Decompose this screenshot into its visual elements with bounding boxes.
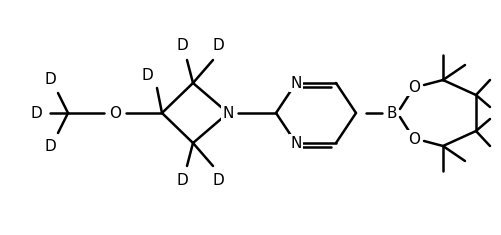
Text: N: N <box>290 136 302 150</box>
Text: D: D <box>176 38 188 53</box>
Text: B: B <box>387 106 397 121</box>
Text: N: N <box>290 75 302 90</box>
Text: O: O <box>408 79 420 94</box>
Text: D: D <box>176 173 188 188</box>
Text: D: D <box>212 173 224 188</box>
Text: D: D <box>212 38 224 53</box>
Text: D: D <box>44 139 56 154</box>
Text: D: D <box>30 106 42 121</box>
Text: D: D <box>44 72 56 87</box>
Text: N: N <box>222 106 233 121</box>
Text: O: O <box>408 132 420 146</box>
Text: O: O <box>109 106 121 121</box>
Text: D: D <box>141 68 153 83</box>
